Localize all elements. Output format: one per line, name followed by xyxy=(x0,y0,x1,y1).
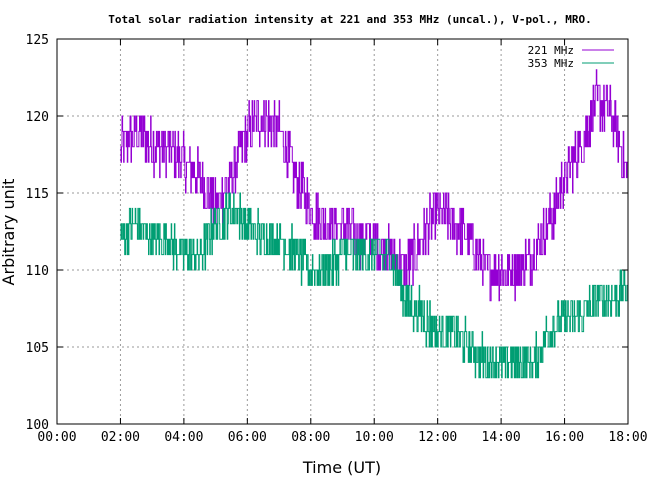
x-tick-label: 06:00 xyxy=(228,430,267,445)
x-tick-label: 10:00 xyxy=(355,430,394,445)
y-tick-label: 120 xyxy=(26,110,49,125)
y-tick-label: 115 xyxy=(26,187,49,202)
x-axis-label: Time (UT) xyxy=(302,458,381,477)
series-layer xyxy=(120,69,629,379)
plot-frame xyxy=(56,38,629,425)
x-tick-label: 12:00 xyxy=(418,430,457,445)
x-tick-label: 00:00 xyxy=(37,430,76,445)
legend-label: 353 MHz xyxy=(528,57,574,70)
y-axis-label: Arbitrary unit xyxy=(0,179,18,286)
x-tick-label: 04:00 xyxy=(164,430,203,445)
series-line-0 xyxy=(120,69,629,302)
legend-label: 221 MHz xyxy=(528,44,574,57)
ticks: 00:00 02:00 04:00 06:00 08:00 10:00 12:00 14:00… xyxy=(26,33,648,445)
x-tick-label: 18:00 xyxy=(608,430,647,445)
x-tick-label: 02:00 xyxy=(101,430,140,445)
y-tick-label: 125 xyxy=(26,33,49,48)
chart-title: Total solar radiation intensity at 221 a… xyxy=(108,13,591,26)
y-tick-label: 105 xyxy=(26,341,49,356)
y-tick-label: 100 xyxy=(26,418,49,433)
grid xyxy=(57,39,628,424)
x-tick-label: 08:00 xyxy=(291,430,330,445)
y-tick-label: 110 xyxy=(26,264,49,279)
x-tick-label: 14:00 xyxy=(482,430,521,445)
series-line-1 xyxy=(120,192,629,379)
x-tick-label: 16:00 xyxy=(545,430,584,445)
